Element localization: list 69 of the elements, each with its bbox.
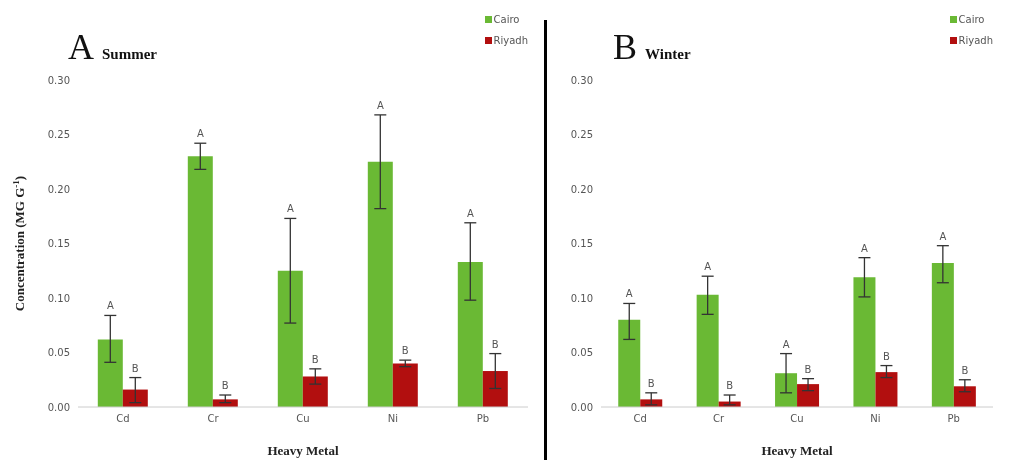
y-tick-label: 0.25 [570, 129, 593, 141]
annotation: A [782, 338, 790, 350]
bar [97, 339, 123, 407]
annotation: A [704, 261, 712, 273]
x-tick-label: Cr [207, 413, 220, 425]
annotation: B [491, 338, 499, 350]
y-tick-label: 0.00 [47, 401, 70, 413]
x-tick-label: Cd [116, 413, 130, 425]
y-tick-label: 0.20 [47, 183, 70, 195]
y-tick-label: 0.30 [570, 74, 593, 86]
y-tick-label: 0.05 [47, 347, 70, 359]
annotation: B [401, 345, 409, 357]
bar [797, 384, 820, 407]
legend-label: Riyadh [493, 35, 528, 46]
legend-label: Riyadh [958, 35, 993, 46]
x-tick-label: Ni [387, 413, 399, 425]
y-tick-label: 0.30 [47, 74, 70, 86]
y-tick-label: 0.20 [570, 183, 593, 195]
y-tick-label: 0.05 [570, 347, 593, 359]
bar [953, 386, 976, 407]
annotation: A [286, 203, 294, 215]
bar [122, 389, 148, 407]
x-axis-title: Heavy Metal [267, 443, 339, 458]
bar [302, 376, 328, 407]
bar [931, 263, 954, 407]
annotation: A [939, 230, 947, 242]
chart-title: B Winter [613, 27, 691, 67]
legend-label: Cairo [958, 14, 985, 25]
bar [618, 319, 641, 407]
bar [367, 161, 393, 407]
y-tick-label: 0.00 [570, 401, 593, 413]
annotation: A [196, 128, 204, 140]
annotation: A [625, 288, 633, 300]
bar [457, 262, 483, 407]
y-tick-label: 0.10 [570, 292, 593, 304]
bar [775, 373, 798, 407]
x-tick-label: Cr [713, 413, 726, 425]
annotation: B [804, 363, 812, 375]
annotation: A [466, 207, 474, 219]
annotation: B [221, 380, 229, 392]
x-tick-label: Cu [790, 413, 804, 425]
annotation: B [131, 362, 139, 374]
y-tick-label: 0.10 [47, 292, 70, 304]
annotation: B [726, 380, 734, 392]
x-tick-label: Pb [947, 413, 960, 425]
bar [875, 372, 898, 407]
annotation: B [883, 350, 891, 362]
x-tick-label: Pb [476, 413, 490, 425]
x-tick-label: Cu [296, 413, 310, 425]
y-tick-label: 0.15 [47, 238, 70, 250]
legend-label: Cairo [493, 14, 520, 25]
bar [853, 277, 876, 407]
bar [392, 363, 418, 407]
x-tick-label: Ni [870, 413, 881, 425]
x-tick-label: Cd [633, 413, 647, 425]
annotation: B [961, 364, 969, 376]
bar [696, 294, 719, 407]
annotation: B [647, 377, 655, 389]
y-tick-label: 0.25 [47, 129, 70, 141]
bar [482, 371, 508, 407]
chart-title: A Summer [68, 27, 157, 67]
annotation: A [106, 300, 114, 312]
bar [187, 156, 213, 407]
y-tick-label: 0.15 [570, 238, 593, 250]
bar [277, 270, 303, 407]
annotation: A [861, 242, 869, 254]
annotation: A [376, 99, 384, 111]
annotation: B [311, 353, 319, 365]
x-axis-title: Heavy Metal [761, 443, 833, 458]
